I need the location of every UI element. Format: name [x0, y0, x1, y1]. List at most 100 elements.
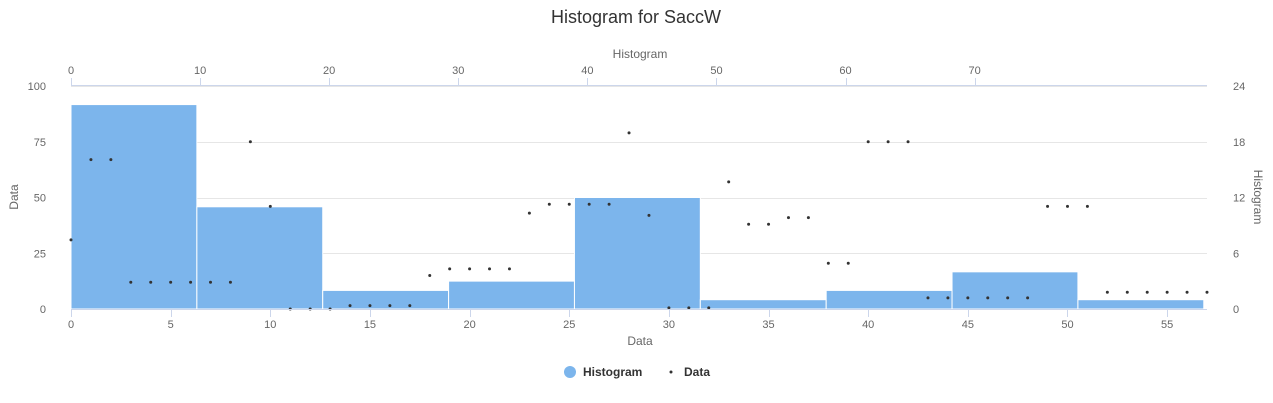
histogram-bar[interactable]: [196, 206, 324, 310]
data-point[interactable]: [707, 306, 711, 310]
histogram-bars: [70, 104, 1205, 310]
histogram-bar[interactable]: [70, 104, 198, 310]
data-point[interactable]: [1185, 290, 1189, 294]
data-point[interactable]: [428, 274, 432, 278]
histogram-bar[interactable]: [699, 299, 827, 310]
x-axis-title: Data: [627, 334, 653, 348]
data-point[interactable]: [886, 140, 890, 144]
x-tick-label: 5: [168, 319, 174, 331]
data-point[interactable]: [388, 304, 392, 308]
x2-tick-label: 60: [839, 65, 851, 77]
data-point[interactable]: [1105, 290, 1109, 294]
data-point[interactable]: [368, 304, 372, 308]
data-point[interactable]: [448, 267, 452, 271]
data-point[interactable]: [488, 267, 492, 271]
legend-histogram-symbol: [564, 366, 576, 378]
y2-tick-label: 6: [1233, 248, 1239, 260]
data-point[interactable]: [966, 296, 970, 300]
y-tick-label: 50: [34, 193, 46, 205]
legend-histogram-label: Histogram: [583, 365, 642, 379]
data-point[interactable]: [1026, 296, 1030, 300]
data-point[interactable]: [547, 202, 551, 206]
data-point[interactable]: [89, 158, 93, 162]
x-tick-label: 55: [1161, 319, 1173, 331]
data-point[interactable]: [1205, 290, 1209, 294]
x-tick-label: 50: [1061, 319, 1073, 331]
x-tick-label: 10: [264, 319, 276, 331]
data-point[interactable]: [268, 204, 272, 208]
histogram-bar[interactable]: [322, 289, 450, 310]
legend: Histogram Data: [564, 365, 710, 379]
data-point[interactable]: [1165, 290, 1169, 294]
data-point[interactable]: [786, 216, 790, 220]
data-point[interactable]: [408, 304, 412, 308]
data-point[interactable]: [826, 261, 830, 265]
data-point[interactable]: [1125, 290, 1129, 294]
data-point[interactable]: [806, 216, 810, 220]
histogram-bar[interactable]: [825, 289, 953, 310]
data-point[interactable]: [1006, 296, 1010, 300]
data-point[interactable]: [986, 296, 990, 300]
data-point[interactable]: [846, 261, 850, 265]
y-tick-label: 75: [34, 137, 46, 149]
data-point[interactable]: [587, 202, 591, 206]
data-point[interactable]: [248, 140, 252, 144]
x-tick-label: 35: [762, 319, 774, 331]
x-tick-label: 15: [364, 319, 376, 331]
data-point[interactable]: [906, 140, 910, 144]
data-point[interactable]: [189, 280, 193, 284]
x-tick-label: 20: [463, 319, 475, 331]
histogram-bar[interactable]: [1077, 299, 1205, 310]
x2-tick-label: 70: [969, 65, 981, 77]
y-tick-label: 100: [28, 81, 46, 93]
x2-tick-label: 0: [68, 65, 74, 77]
data-point[interactable]: [149, 280, 153, 284]
y2-tick-label: 24: [1233, 81, 1245, 93]
y2-tick-label: 12: [1233, 193, 1245, 205]
data-point[interactable]: [567, 202, 571, 206]
x-tick-label: 45: [962, 319, 974, 331]
x2-axis-title: Histogram: [613, 47, 668, 61]
data-point[interactable]: [866, 140, 870, 144]
data-point[interactable]: [1065, 204, 1069, 208]
x-tick-label: 25: [563, 319, 575, 331]
data-point[interactable]: [527, 211, 531, 215]
data-point[interactable]: [69, 238, 73, 242]
data-point[interactable]: [1085, 204, 1089, 208]
x2-tick-label: 50: [710, 65, 722, 77]
data-point[interactable]: [627, 131, 631, 135]
x2-tick-label: 30: [452, 65, 464, 77]
data-point[interactable]: [507, 267, 511, 271]
histogram-bar[interactable]: [951, 271, 1079, 310]
y2-tick-label: 18: [1233, 137, 1245, 149]
x-tick-label: 30: [663, 319, 675, 331]
histogram-bar[interactable]: [573, 197, 701, 310]
y-tick-label: 0: [40, 304, 46, 316]
data-point[interactable]: [169, 280, 173, 284]
legend-item-histogram[interactable]: Histogram: [564, 365, 642, 379]
data-point[interactable]: [926, 296, 930, 300]
data-point[interactable]: [109, 158, 113, 162]
data-point[interactable]: [727, 180, 731, 184]
histogram-bar[interactable]: [448, 280, 575, 310]
data-point[interactable]: [767, 222, 771, 226]
data-point[interactable]: [468, 267, 472, 271]
data-point[interactable]: [228, 280, 232, 284]
legend-data-label: Data: [684, 365, 710, 379]
data-point[interactable]: [1145, 290, 1149, 294]
data-point[interactable]: [946, 296, 950, 300]
data-point[interactable]: [687, 306, 691, 310]
data-point[interactable]: [209, 280, 213, 284]
data-point[interactable]: [747, 222, 751, 226]
legend-item-data[interactable]: Data: [669, 365, 711, 379]
data-point[interactable]: [348, 304, 352, 308]
data-point[interactable]: [129, 280, 133, 284]
data-point[interactable]: [667, 306, 671, 310]
data-point[interactable]: [607, 202, 611, 206]
data-point[interactable]: [1046, 204, 1050, 208]
data-point[interactable]: [647, 213, 651, 217]
x2-tick-label: 20: [323, 65, 335, 77]
x-tick-label: 40: [862, 319, 874, 331]
x2-tick-label: 40: [581, 65, 593, 77]
